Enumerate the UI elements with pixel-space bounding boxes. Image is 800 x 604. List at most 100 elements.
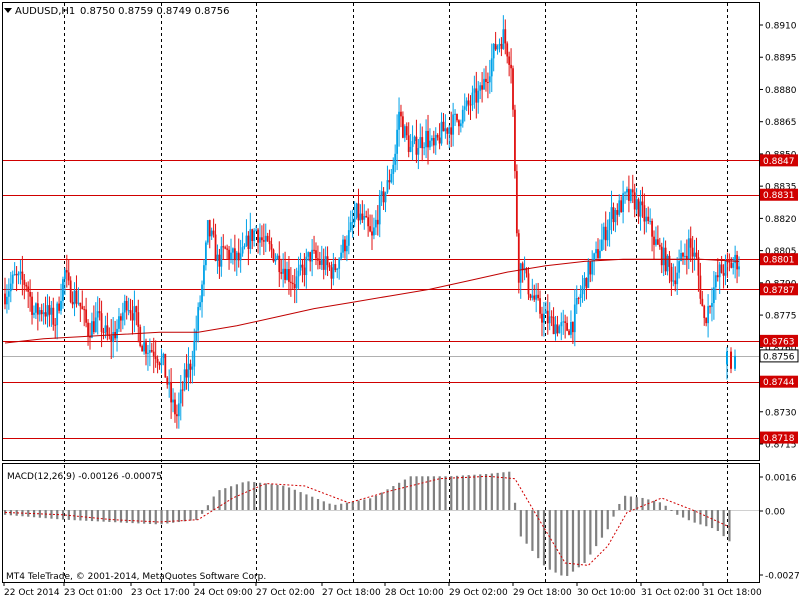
candle-body [373, 227, 375, 236]
candle-body [438, 137, 441, 144]
candle-body [201, 284, 203, 303]
macd-y-axis-tick-label: 0.00 [765, 508, 785, 518]
candle-body [583, 277, 586, 287]
candle-body [311, 249, 314, 262]
candle-body [390, 173, 393, 183]
candle-body [189, 363, 192, 370]
candle-body [214, 234, 217, 261]
candle-body [232, 248, 234, 253]
candle-body [421, 137, 424, 149]
candle-body [35, 303, 37, 313]
macd-histogram-bar [658, 502, 662, 510]
candle-body [179, 389, 182, 404]
macd-histogram-bar [502, 472, 505, 510]
price-level-label-box [760, 431, 798, 444]
candle-body [444, 128, 447, 132]
y-axis-tick-label: 0.8895 [765, 54, 797, 64]
candle-body [60, 300, 62, 311]
macd-histogram-bar [699, 510, 702, 525]
candle-body [363, 215, 366, 220]
candle-body [338, 258, 341, 269]
candle-body [197, 307, 200, 331]
candle-body [415, 136, 418, 155]
macd-histogram-bar [85, 510, 88, 521]
candle-body [357, 203, 360, 221]
macd-histogram-bar [571, 510, 575, 572]
macd-histogram-bar [386, 489, 389, 510]
candle-body [515, 171, 518, 234]
candle-body [212, 230, 215, 235]
candle-body [475, 88, 478, 103]
moving-average-line [4, 258, 740, 344]
macd-histogram-bar [293, 489, 296, 510]
candle-body [521, 263, 524, 271]
macd-histogram-bar [276, 484, 279, 510]
candle-body [166, 377, 169, 385]
macd-histogram-bar [670, 510, 673, 511]
candle-body [527, 273, 530, 295]
macd-histogram-bar [641, 497, 644, 510]
y-axis-tick-label: 0.8820 [765, 215, 797, 225]
candle-body [417, 147, 420, 155]
macd-histogram-bar [519, 510, 522, 537]
candle-body [318, 260, 321, 265]
macd-histogram-bar [212, 496, 215, 510]
triangle-down-icon[interactable] [4, 8, 12, 13]
candle-body [678, 261, 681, 273]
macd-histogram-bar [351, 501, 354, 510]
macd-histogram-bar [79, 510, 82, 521]
candle-body [328, 265, 331, 268]
macd-histogram-bar [653, 500, 656, 510]
candle-body [307, 252, 310, 257]
macd-histogram-bar [328, 503, 331, 510]
macd-histogram-bar [73, 510, 76, 521]
macd-histogram-bar [398, 482, 401, 510]
candle-body [123, 300, 126, 313]
candle-body [724, 261, 727, 276]
candle-body [581, 286, 584, 295]
candle-body [535, 294, 538, 300]
macd-histogram-bar [647, 499, 650, 510]
candle-body [152, 351, 155, 357]
candle-body [394, 153, 397, 165]
candle-body [342, 239, 344, 253]
candle-body [253, 230, 256, 241]
candle-body [280, 272, 283, 274]
candle-body [510, 64, 512, 69]
candle-body [239, 253, 242, 261]
candle-body [295, 276, 298, 289]
candle-body [81, 306, 84, 310]
candle-body [546, 310, 549, 324]
candle-body [597, 249, 599, 259]
macd-histogram-bar [722, 510, 725, 537]
candle-body [75, 290, 78, 304]
candle-body [162, 353, 165, 359]
macd-histogram-bar [224, 488, 227, 510]
x-axis-tick-label: 29 Oct 18:00 [513, 588, 572, 598]
candle-body [628, 188, 630, 201]
candle-body [587, 261, 590, 288]
macd-histogram-bar [606, 510, 609, 530]
candle-body [249, 229, 252, 249]
candle-body [626, 188, 628, 193]
candle-body [69, 280, 72, 302]
macd-histogram-bar [513, 502, 517, 510]
candle-body [40, 310, 43, 315]
candle-body [600, 239, 603, 251]
candle-body [432, 138, 435, 146]
candle-body [320, 259, 323, 265]
candle-body [241, 247, 244, 254]
x-axis-tick-label: 31 Oct 18:00 [703, 588, 762, 598]
candle-body [380, 191, 383, 196]
candle-body [282, 268, 285, 274]
candle-body [315, 250, 317, 259]
macd-panel-frame [2, 463, 760, 583]
candle-body [121, 312, 124, 321]
candle-body [682, 252, 684, 257]
candle-body [434, 134, 437, 146]
macd-histogram-bar [444, 476, 447, 510]
candle-body [371, 231, 373, 236]
macd-histogram-bar [560, 510, 563, 576]
